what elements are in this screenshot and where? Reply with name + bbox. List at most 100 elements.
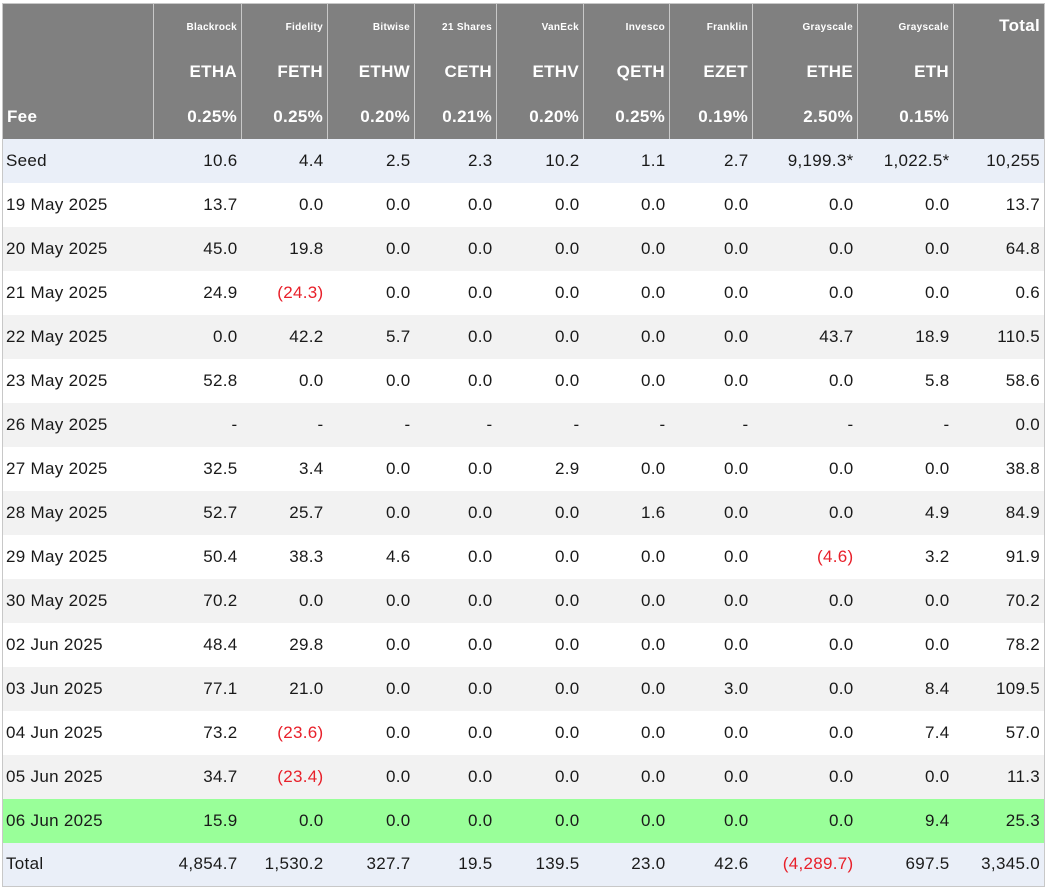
flow-cell: 19.8 xyxy=(241,226,328,271)
flow-cell: 48.4 xyxy=(153,622,242,667)
flow-cell: 0.0 xyxy=(496,534,584,579)
flow-cell: 50.4 xyxy=(153,534,242,579)
row-total-cell: 0.0 xyxy=(953,402,1045,447)
flow-cell: 0.0 xyxy=(752,358,858,403)
flow-cell: 0.0 xyxy=(669,754,753,799)
row-label: 27 May 2025 xyxy=(2,446,154,491)
fee-cell: 0.25% xyxy=(241,94,328,139)
flow-cell: 42.2 xyxy=(241,314,328,359)
flow-cell: 34.7 xyxy=(153,754,242,799)
row-label: 21 May 2025 xyxy=(2,270,154,315)
row-label: 02 Jun 2025 xyxy=(2,622,154,667)
flow-cell: 0.0 xyxy=(496,226,584,271)
flow-cell: 0.0 xyxy=(583,270,670,315)
flow-cell: 0.0 xyxy=(669,314,753,359)
row-label: 06 Jun 2025 xyxy=(2,798,154,843)
row-total-cell: 58.6 xyxy=(953,358,1045,403)
issuer-cell: Fidelity xyxy=(241,3,328,50)
flow-cell: 52.7 xyxy=(153,490,242,535)
row-label: 28 May 2025 xyxy=(2,490,154,535)
flow-cell: 697.5 xyxy=(857,842,954,887)
flow-cell: 1.1 xyxy=(583,138,670,183)
flow-cell: 0.0 xyxy=(857,270,954,315)
flow-cell: 23.0 xyxy=(583,842,670,887)
empty-cell xyxy=(953,49,1045,95)
flow-cell: 0.0 xyxy=(583,622,670,667)
fee-cell: 2.50% xyxy=(752,94,858,139)
flow-cell: 0.0 xyxy=(583,534,670,579)
flow-cell: 0.0 xyxy=(669,534,753,579)
row-total-cell: 3,345.0 xyxy=(953,842,1045,887)
flow-cell: 0.0 xyxy=(496,314,584,359)
row-total-cell: 70.2 xyxy=(953,578,1045,623)
ticker-cell: FETH xyxy=(241,49,328,95)
flow-cell: 0.0 xyxy=(327,446,415,491)
flow-cell: (23.4) xyxy=(241,754,328,799)
flow-cell: 0.0 xyxy=(414,754,497,799)
flow-cell: - xyxy=(583,402,670,447)
flow-cell: 0.0 xyxy=(327,270,415,315)
flow-cell: 24.9 xyxy=(153,270,242,315)
ticker-cell: ETHW xyxy=(327,49,415,95)
flow-cell: 0.0 xyxy=(669,182,753,227)
issuer-cell: Grayscale xyxy=(857,3,954,50)
table-row: 28 May 2025 52.7 25.7 0.0 0.0 0.0 1.6 0.0 0.0 4.9… xyxy=(2,490,1045,535)
table-row: 06 Jun 2025 15.9 0.0 0.0 0.0 0.0 0.0 0.0 0.0 9.4 2… xyxy=(2,798,1045,843)
flow-cell: 38.3 xyxy=(241,534,328,579)
flow-cell: 3.2 xyxy=(857,534,954,579)
flow-cell: 0.0 xyxy=(669,490,753,535)
flow-cell: - xyxy=(414,402,497,447)
table-row: 03 Jun 2025 77.1 21.0 0.0 0.0 0.0 0.0 3.0 0.0 8.4… xyxy=(2,666,1045,711)
table-row: 30 May 2025 70.2 0.0 0.0 0.0 0.0 0.0 0.0 0.0 0.0 7… xyxy=(2,578,1045,623)
issuer-cell: Grayscale xyxy=(752,3,858,50)
flow-cell: 42.6 xyxy=(669,842,753,887)
flow-cell: 0.0 xyxy=(752,446,858,491)
flow-cell: 7.4 xyxy=(857,710,954,755)
issuer-cell: Bitwise xyxy=(327,3,415,50)
row-label: 22 May 2025 xyxy=(2,314,154,359)
row-total-cell: 13.7 xyxy=(953,182,1045,227)
flow-cell: 0.0 xyxy=(669,622,753,667)
ticker-cell: ETHV xyxy=(496,49,584,95)
flow-cell: 0.0 xyxy=(669,358,753,403)
flow-cell: 0.0 xyxy=(496,798,584,843)
fee-header-row: Fee 0.25% 0.25% 0.20% 0.21% 0.20% 0.25% … xyxy=(2,94,1045,139)
flow-cell: 0.0 xyxy=(496,578,584,623)
flow-cell: 9,199.3* xyxy=(752,138,858,183)
fee-cell: 0.20% xyxy=(327,94,415,139)
flow-cell: 0.0 xyxy=(241,578,328,623)
flow-cell: 43.7 xyxy=(752,314,858,359)
flow-cell: - xyxy=(669,402,753,447)
flow-cell: 0.0 xyxy=(669,446,753,491)
flow-cell: 0.0 xyxy=(414,182,497,227)
flow-cell: 77.1 xyxy=(153,666,242,711)
flow-cell: 0.0 xyxy=(241,358,328,403)
fee-cell: 0.25% xyxy=(153,94,242,139)
row-label: 30 May 2025 xyxy=(2,578,154,623)
flow-cell: 0.0 xyxy=(583,754,670,799)
flow-cell: 0.0 xyxy=(857,446,954,491)
flow-cell: (24.3) xyxy=(241,270,328,315)
issuer-cell: VanEck xyxy=(496,3,584,50)
flow-cell: - xyxy=(496,402,584,447)
flow-cell: 0.0 xyxy=(327,754,415,799)
table-row: 20 May 2025 45.0 19.8 0.0 0.0 0.0 0.0 0.0 0.0 0.0… xyxy=(2,226,1045,271)
flow-cell: 0.0 xyxy=(327,578,415,623)
etf-flows-table: Blackrock Fidelity Bitwise 21 Shares Van… xyxy=(2,3,1045,887)
flow-cell: 0.0 xyxy=(752,226,858,271)
table-row: 27 May 2025 32.5 3.4 0.0 0.0 2.9 0.0 0.0 0.0 0.0 3… xyxy=(2,446,1045,491)
flow-cell: 0.0 xyxy=(583,446,670,491)
fee-label: Fee xyxy=(2,94,154,139)
ticker-header-row: ETHA FETH ETHW CETH ETHV QETH EZET ETHE … xyxy=(2,49,1045,95)
flow-cell: 0.0 xyxy=(857,754,954,799)
flow-cell: 0.0 xyxy=(752,578,858,623)
flow-cell: 0.0 xyxy=(752,754,858,799)
total-column-header: Total xyxy=(953,3,1045,50)
flow-cell: 5.8 xyxy=(857,358,954,403)
flow-cell: 0.0 xyxy=(327,622,415,667)
issuer-cell: Blackrock xyxy=(153,3,242,50)
flow-cell: 0.0 xyxy=(414,314,497,359)
flow-cell: (4,289.7) xyxy=(752,842,858,887)
flow-cell: - xyxy=(327,402,415,447)
flow-cell: 0.0 xyxy=(327,358,415,403)
